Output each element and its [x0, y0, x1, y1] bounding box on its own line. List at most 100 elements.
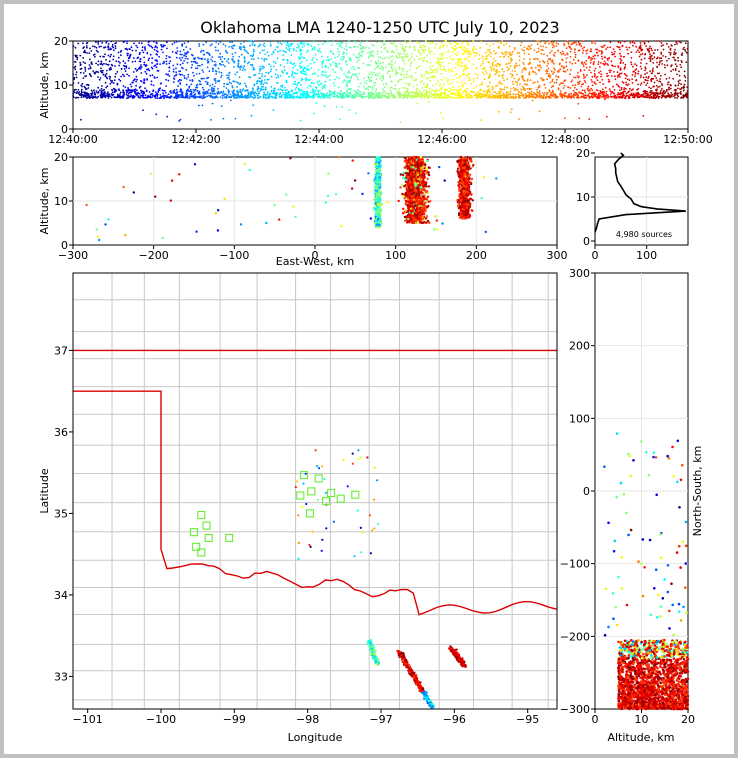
- time-height-point: [509, 65, 512, 68]
- time-height-point: [347, 76, 350, 79]
- time-height-point: [511, 80, 514, 83]
- time-height-point: [437, 80, 439, 83]
- time-height-point: [458, 94, 461, 97]
- time-height-point: [431, 89, 433, 92]
- time-height-point: [532, 91, 535, 94]
- time-height-point: [440, 72, 442, 75]
- time-height-point: [400, 72, 402, 75]
- time-height-point: [583, 46, 586, 49]
- time-height-point: [587, 85, 590, 88]
- time-height-point: [159, 87, 162, 90]
- time-height-point: [428, 90, 431, 93]
- time-height-point: [135, 44, 138, 47]
- time-height-point: [549, 93, 552, 96]
- time-height-point: [613, 71, 615, 73]
- time-height-point: [481, 71, 484, 74]
- time-height-point: [210, 58, 212, 61]
- time-height-point: [198, 93, 201, 95]
- time-height-point: [403, 53, 406, 55]
- time-height-point: [681, 52, 684, 55]
- time-height-point: [617, 92, 620, 94]
- time-height-point: [279, 92, 282, 94]
- time-height-point: [126, 52, 129, 55]
- time-height-point: [305, 59, 308, 62]
- time-height-point: [506, 86, 508, 89]
- time-height-point: [93, 72, 96, 74]
- time-height-point: [346, 94, 348, 97]
- time-height-point: [83, 50, 86, 53]
- time-height-point: [351, 95, 354, 97]
- time-height-point: [256, 94, 259, 97]
- time-height-point: [167, 73, 170, 76]
- time-height-point: [475, 67, 478, 70]
- time-height-point: [548, 90, 551, 93]
- time-height-point: [472, 40, 475, 43]
- time-height-point: [142, 109, 144, 112]
- time-height-point: [324, 64, 327, 67]
- time-height-point: [95, 49, 98, 52]
- time-height-point: [622, 82, 625, 84]
- time-height-point: [403, 63, 406, 65]
- time-height-point: [266, 91, 269, 94]
- time-height-point: [355, 92, 358, 95]
- time-height-point: [485, 43, 488, 45]
- time-height-point: [492, 61, 494, 64]
- time-height-point: [76, 58, 79, 61]
- time-height-point: [401, 47, 404, 49]
- time-height-point: [221, 60, 224, 63]
- time-height-point: [410, 94, 413, 97]
- time-height-point: [622, 90, 625, 93]
- time-height-point: [405, 54, 407, 57]
- time-height-point: [112, 87, 115, 90]
- time-height-point: [118, 78, 120, 81]
- time-height-point: [232, 44, 235, 47]
- time-height-point: [192, 91, 195, 94]
- time-height-point: [428, 100, 430, 103]
- time-height-point: [221, 94, 224, 97]
- time-height-point: [604, 62, 607, 65]
- time-height-point: [141, 46, 144, 49]
- time-height-point: [241, 93, 244, 96]
- time-height-point: [488, 45, 491, 47]
- time-height-point: [576, 75, 579, 77]
- time-height-point: [313, 112, 315, 115]
- time-height-point: [522, 63, 525, 65]
- time-height-point: [72, 73, 75, 76]
- time-height-point: [122, 60, 125, 63]
- time-height-point: [485, 95, 487, 98]
- time-height-point: [666, 59, 668, 62]
- time-height-point: [307, 64, 309, 67]
- time-height-point: [324, 84, 326, 87]
- time-height-point: [642, 115, 645, 117]
- time-height-point: [413, 59, 416, 61]
- time-height-point: [302, 69, 305, 72]
- time-height-point: [477, 91, 479, 94]
- time-height-point: [421, 97, 423, 99]
- time-height-point: [373, 82, 376, 85]
- time-height-point: [378, 95, 381, 97]
- time-height-point: [262, 83, 265, 86]
- time-height-point: [134, 67, 137, 70]
- time-height-point: [200, 49, 203, 52]
- time-height-point: [663, 64, 666, 66]
- time-height-point: [178, 120, 181, 122]
- time-height-point: [477, 74, 479, 77]
- time-height-point: [252, 66, 255, 69]
- time-height-point: [635, 64, 638, 67]
- time-height-point: [580, 96, 582, 99]
- time-height-point: [559, 51, 562, 54]
- time-height-point: [564, 79, 566, 82]
- time-height-point: [409, 58, 412, 60]
- time-height-point: [248, 61, 251, 64]
- time-height-point: [575, 43, 578, 46]
- time-height-point: [632, 94, 635, 96]
- time-height-point: [622, 62, 625, 64]
- time-height-point: [540, 77, 542, 80]
- time-height-point: [605, 93, 608, 95]
- time-height-point: [103, 62, 105, 65]
- time-height-point: [478, 58, 480, 61]
- time-height-point: [460, 62, 463, 64]
- time-height-point: [382, 76, 384, 79]
- time-height-point: [544, 87, 547, 89]
- time-height-point: [467, 44, 470, 46]
